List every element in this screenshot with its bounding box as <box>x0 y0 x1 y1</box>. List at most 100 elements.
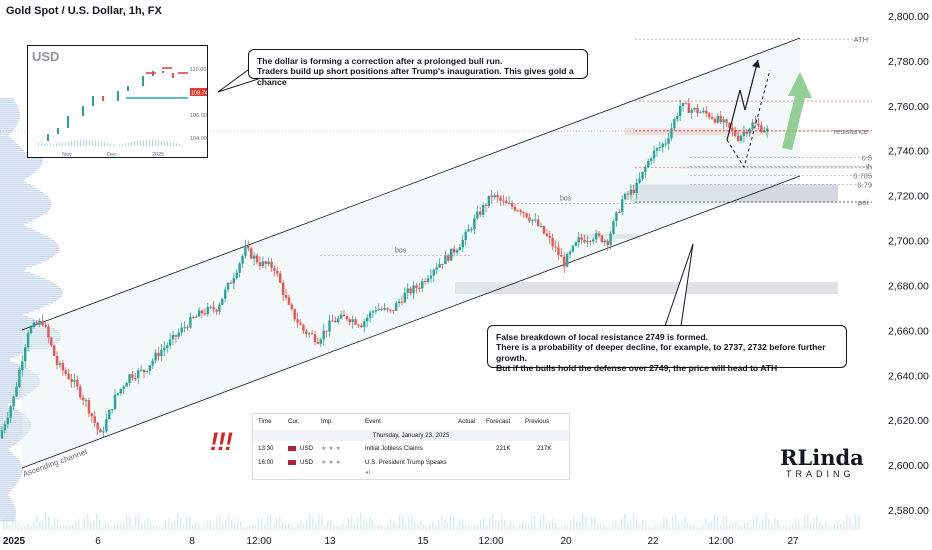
candle-body <box>676 115 679 120</box>
candle-body <box>73 380 76 382</box>
inset-volume-bar <box>161 140 163 146</box>
candle-body <box>600 235 604 243</box>
volume-profile-bar <box>0 392 31 394</box>
volume-bar <box>309 513 311 530</box>
volume-bar <box>603 524 605 530</box>
inset-volume-bar <box>74 140 76 146</box>
volume-profile-bar <box>0 228 32 230</box>
volume-profile-bar <box>0 504 15 506</box>
volume-bar <box>174 520 176 530</box>
inset-candle <box>142 76 144 86</box>
volume-bar <box>813 518 815 530</box>
candle-body <box>252 255 256 259</box>
volume-bar <box>18 524 20 530</box>
volume-profile-bar <box>0 148 23 150</box>
candle-body <box>716 116 720 123</box>
inset-candle <box>102 96 104 101</box>
candle-body <box>493 195 496 198</box>
candle-body <box>84 400 88 402</box>
candle-body <box>522 212 525 214</box>
candle-body <box>284 294 288 298</box>
volume-bar <box>690 525 692 530</box>
candle-body <box>441 263 444 265</box>
volume-bar <box>522 521 524 530</box>
volume-bar <box>405 525 407 530</box>
volume-profile-bar <box>0 248 60 250</box>
volume-bar <box>144 520 146 530</box>
inset-symbol: USD <box>32 49 59 64</box>
volume-profile-bar <box>0 164 42 166</box>
volume-bar <box>618 526 620 530</box>
volume-profile-bar <box>0 110 20 112</box>
volume-profile-bar <box>0 408 16 410</box>
callout-dollar: The dollar is forming a correction after… <box>248 49 588 87</box>
inset-volume-bar <box>80 140 82 146</box>
inset-volume-bar <box>146 140 148 146</box>
volume-bar <box>315 523 317 530</box>
economic-calendar: Time Cur. Imp. Event Actual Forecast Pre… <box>252 413 570 480</box>
volume-bar <box>708 522 710 530</box>
volume-profile-bar <box>0 102 16 104</box>
volume-bar <box>477 525 479 530</box>
volume-profile-bar <box>0 340 60 342</box>
volume-bar <box>822 524 824 530</box>
inset-volume-bar <box>122 143 124 146</box>
volume-bar <box>600 523 602 530</box>
candle-body <box>438 263 441 268</box>
volume-profile-bar <box>0 350 30 352</box>
volume-bar <box>486 525 488 530</box>
volume-bar <box>804 515 806 530</box>
volume-bar <box>678 523 680 530</box>
volume-bar <box>237 518 239 530</box>
volume-profile-bar <box>0 330 58 332</box>
volume-profile-bar <box>0 244 59 246</box>
candle-body <box>594 233 598 240</box>
inset-candle <box>67 116 69 128</box>
volume-profile-bar <box>0 158 43 160</box>
candle-body <box>722 119 725 123</box>
volume-bar <box>141 523 143 530</box>
volume-bar <box>162 526 164 530</box>
volume-profile-bar <box>0 242 57 244</box>
candle-body <box>360 325 363 328</box>
candle-body <box>189 316 192 328</box>
candle-body <box>232 278 236 284</box>
candle-body <box>177 332 180 337</box>
candle-body <box>435 267 438 270</box>
volume-profile-bar <box>0 212 47 214</box>
inset-volume-bar <box>95 140 97 146</box>
inset-volume-bar <box>41 142 43 146</box>
volume-profile-bar <box>0 446 12 448</box>
volume-bar <box>264 524 266 530</box>
volume-bar <box>789 525 791 530</box>
candle-body <box>458 247 462 251</box>
volume-profile-bar <box>0 338 61 340</box>
volume-profile-bar <box>0 204 52 206</box>
cal-r1-forecast: 221K <box>496 445 511 452</box>
inset-volume-bar <box>113 144 115 146</box>
volume-profile-bar <box>0 278 46 280</box>
inset-volume-bar <box>140 140 142 146</box>
volume-bar <box>300 519 302 530</box>
level-label: poi <box>858 198 868 207</box>
candle-body <box>763 131 766 133</box>
volume-profile-bar <box>0 456 17 458</box>
volume-bar <box>381 526 383 530</box>
volume-profile-bar <box>0 112 20 114</box>
volume-bar <box>855 514 857 530</box>
candle-body <box>108 410 111 420</box>
volume-bar <box>159 525 161 530</box>
candle-body <box>200 310 204 314</box>
candle-body <box>667 138 670 144</box>
volume-bar <box>675 513 677 530</box>
volume-profile-bar <box>0 140 15 142</box>
volume-bar <box>387 524 389 530</box>
inset-candle <box>117 91 119 101</box>
candle-body <box>661 143 664 148</box>
candle-body <box>305 330 308 334</box>
volume-bar <box>480 519 482 530</box>
volume-bar <box>636 518 638 530</box>
candle-body <box>444 255 447 265</box>
fib-label: 0.79 <box>857 180 872 189</box>
